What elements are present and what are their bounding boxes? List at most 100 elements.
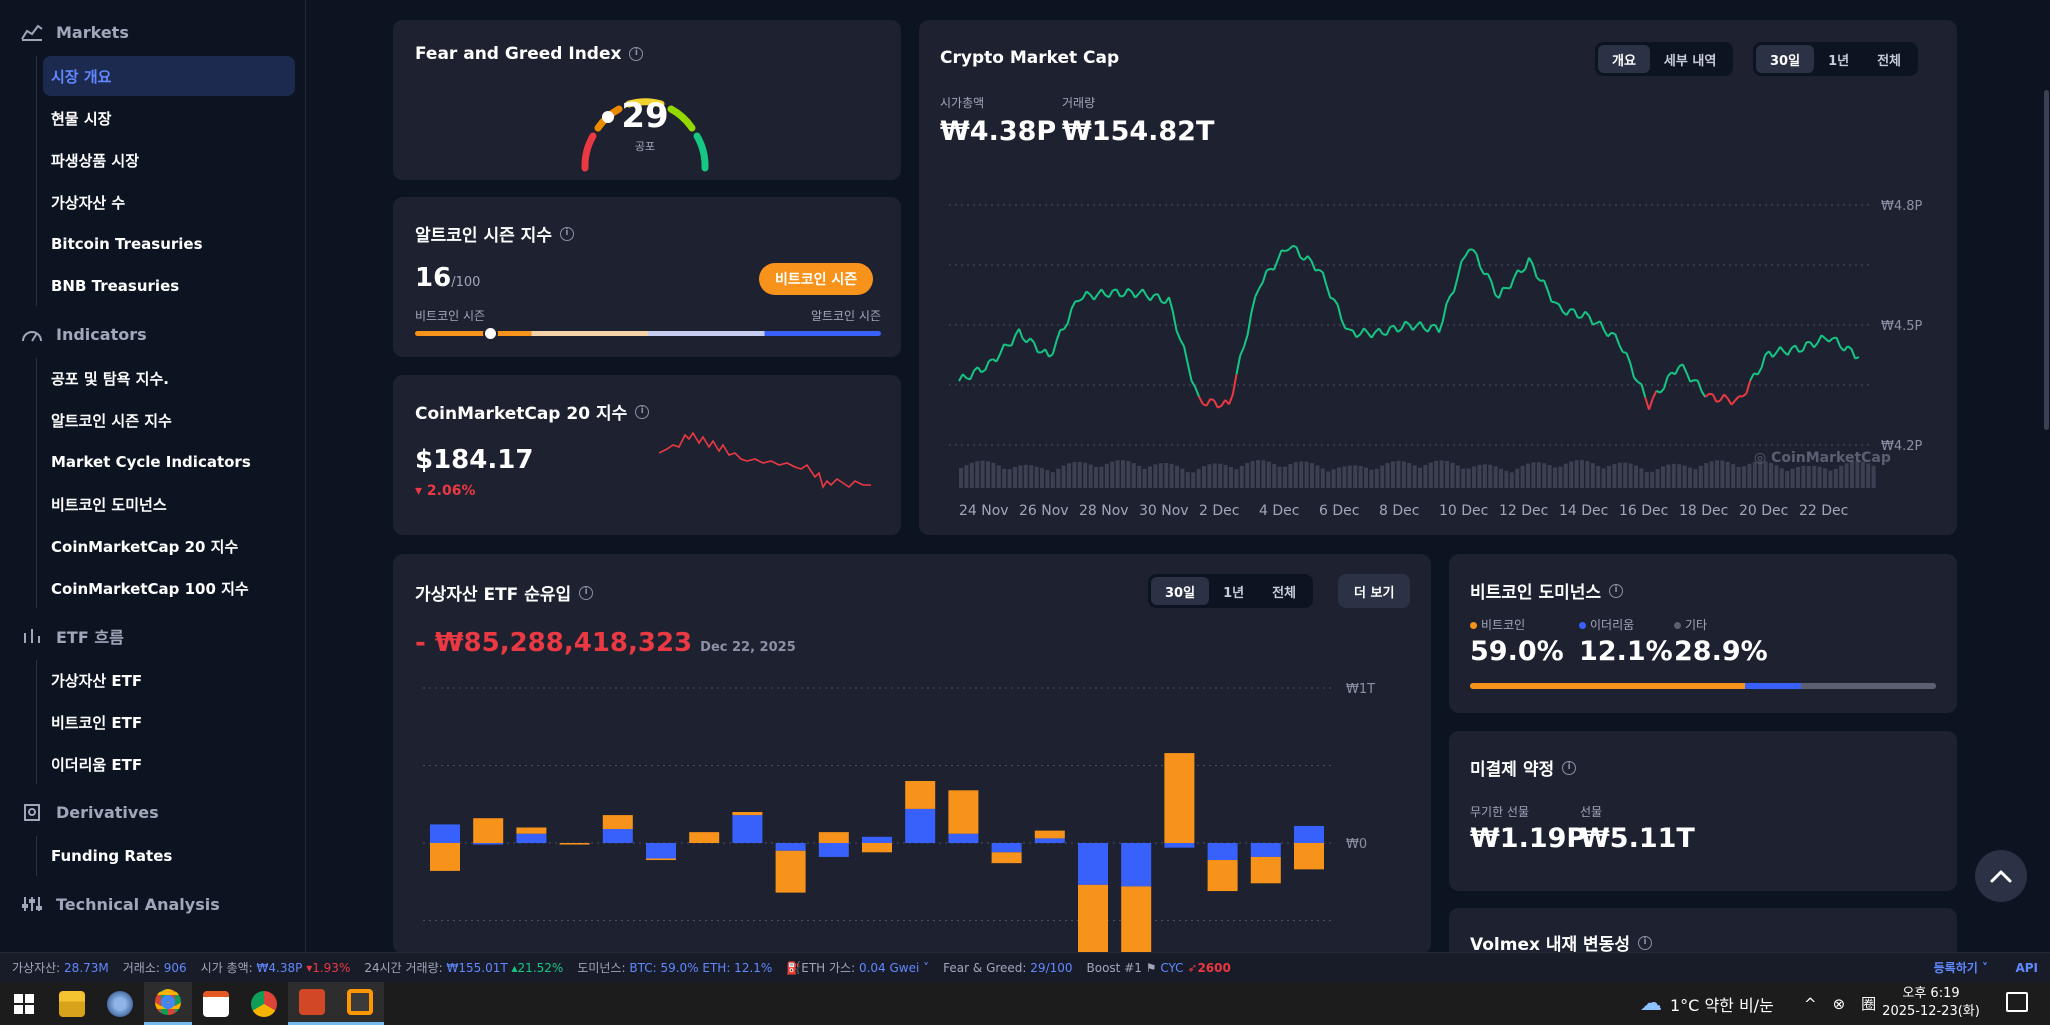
- sidebar-item-0-2[interactable]: 파생상품 시장: [51, 151, 140, 170]
- ticker-gas[interactable]: ⛽ETH 가스: 0.04 Gwei ˅: [786, 961, 930, 975]
- sidebar-item-1-0[interactable]: 공포 및 탐욕 지수.: [51, 369, 169, 388]
- sidebar-section-4[interactable]: Technical Analysis: [0, 882, 305, 926]
- bar-chart-icon: [20, 21, 44, 43]
- sidebar-item-0-1[interactable]: 현물 시장: [51, 109, 112, 128]
- volume-bar: [1304, 461, 1309, 488]
- market-cap-line-segment: [1760, 354, 1767, 369]
- info-icon[interactable]: i: [1609, 583, 1624, 598]
- chevron-up-icon[interactable]: ^: [1804, 994, 1817, 1013]
- tab-1y[interactable]: 1년: [1828, 53, 1850, 69]
- ticker-boost[interactable]: Boost #1 ⚑ CYC ➶2600: [1086, 960, 1231, 975]
- ticker-exchanges[interactable]: 거래소: 906: [122, 961, 187, 975]
- sidebar-item-1-4[interactable]: CoinMarketCap 20 지수: [51, 537, 239, 556]
- register-link[interactable]: 등록하기 ˅: [1933, 961, 1988, 975]
- info-icon[interactable]: i: [629, 47, 644, 61]
- etf-bar: [1164, 753, 1195, 843]
- sidebar-item-0-4[interactable]: Bitcoin Treasuries: [51, 235, 203, 253]
- ticker-volume[interactable]: 24시간 거래량: ₩155.01T ▴21.52%: [364, 961, 564, 975]
- info-icon[interactable]: i: [579, 585, 594, 600]
- ticker-dominance[interactable]: 도미넌스: BTC: 59.0% ETH: 12.1%: [577, 961, 773, 975]
- volume-bar: [1547, 465, 1552, 488]
- info-icon[interactable]: i: [1562, 760, 1577, 775]
- sidebar-item-2-0[interactable]: 가상자산 ETF: [51, 671, 143, 690]
- market-cap-line-segment: [1284, 248, 1290, 253]
- sidebar-section-3[interactable]: Derivatives: [0, 790, 305, 834]
- weather-widget[interactable]: ☁ 1°C 약한 비/눈: [1640, 991, 1774, 1016]
- sidebar-item-2-2[interactable]: 이더리움 ETF: [51, 755, 143, 774]
- volume-bar: [1698, 465, 1703, 488]
- chrome-icon: [155, 989, 181, 1015]
- ime-icon[interactable]: 圈: [1861, 995, 1877, 1013]
- taskbar-app-4[interactable]: [192, 982, 240, 1025]
- sidebar-item-1-3[interactable]: 비트코인 도미넌스: [51, 495, 167, 514]
- taskbar-chrome[interactable]: [240, 982, 288, 1025]
- ticker-assets[interactable]: 가상자산: 28.73M: [12, 961, 109, 975]
- tab-all[interactable]: 전체: [1877, 53, 1901, 69]
- market-cap-line-segment: [1213, 399, 1219, 409]
- volume-bar: [1860, 461, 1865, 488]
- sidebar-section-1[interactable]: Indicators: [0, 312, 305, 356]
- notification-icon[interactable]: [2006, 992, 2028, 1012]
- api-link[interactable]: API: [2015, 960, 2038, 975]
- volume-bar: [1072, 461, 1077, 488]
- volume-bar: [1337, 467, 1341, 488]
- tab-all[interactable]: 전체: [1272, 585, 1296, 601]
- volume-bar: [1558, 466, 1563, 488]
- taskbar-chrome-active[interactable]: [144, 982, 192, 1025]
- sidebar-item-0-5[interactable]: BNB Treasuries: [51, 277, 180, 295]
- market-cap-line-segment: [1315, 268, 1320, 272]
- market-cap-line-segment: [1573, 309, 1579, 319]
- sidebar-item-0-0[interactable]: 시장 개요: [43, 56, 295, 96]
- volume-bar: [1774, 465, 1779, 488]
- volume-bar: [1094, 467, 1098, 488]
- tab-breakdown[interactable]: 세부 내역: [1663, 53, 1717, 69]
- y-tick-label: ₩1T: [1346, 682, 1375, 697]
- scroll-top-button[interactable]: [1975, 850, 2027, 902]
- sidebar-item-3-0[interactable]: Funding Rates: [51, 847, 173, 865]
- tab-30d[interactable]: 30일: [1756, 45, 1815, 73]
- sidebar-item-2-1[interactable]: 비트코인 ETF: [51, 713, 143, 732]
- tab-30d[interactable]: 30일: [1151, 577, 1210, 605]
- volume-bar: [1261, 460, 1266, 488]
- taskbar-powerpoint[interactable]: [288, 982, 336, 1025]
- ticker-fear-greed[interactable]: Fear & Greed: 29/100: [943, 960, 1073, 975]
- sidebar-section-2[interactable]: ETF 흐름: [0, 614, 305, 658]
- altcoin-indicator: [482, 326, 498, 341]
- sidebar-item-1-1[interactable]: 알트코인 시즌 지수: [51, 411, 172, 430]
- sidebar-item-0-3[interactable]: 가상자산 수: [51, 193, 126, 212]
- tab-1y[interactable]: 1년: [1223, 585, 1245, 601]
- market-cap-line-segment: [1622, 351, 1627, 354]
- market-cap-line-segment: [1453, 276, 1459, 292]
- ticker-market-cap[interactable]: 시가 총액: ₩4.38P ▾1.93%: [200, 961, 351, 975]
- volume-bar: [986, 461, 990, 488]
- taskbar-app-2[interactable]: [96, 982, 144, 1025]
- info-icon[interactable]: i: [635, 404, 650, 419]
- market-cap-line-segment: [1123, 288, 1129, 297]
- see-more-button[interactable]: 더 보기: [1338, 574, 1411, 608]
- page-scrollbar[interactable]: [2044, 90, 2049, 430]
- clock[interactable]: 오후 6:19 2025-12-23(화): [1876, 985, 1986, 1021]
- etf-bar: [602, 829, 633, 843]
- volume-bar: [1839, 465, 1844, 488]
- taskbar-file-explorer[interactable]: [48, 982, 96, 1025]
- start-button[interactable]: [0, 982, 48, 1025]
- sidebar-item-1-2[interactable]: Market Cycle Indicators: [51, 453, 251, 471]
- close-circle-icon[interactable]: ⊗: [1832, 994, 1846, 1013]
- taskbar-sublime[interactable]: [336, 982, 384, 1025]
- market-cap-line-segment: [1205, 398, 1212, 407]
- sidebar-item-1-5[interactable]: CoinMarketCap 100 지수: [51, 579, 249, 598]
- etf-bar: [948, 790, 979, 834]
- sidebar-section-0[interactable]: Markets: [0, 10, 305, 54]
- etf-bar: [818, 843, 849, 857]
- volume-bar: [1693, 469, 1698, 488]
- market-cap-line-segment: [1580, 311, 1587, 319]
- info-icon[interactable]: i: [559, 226, 574, 241]
- info-icon[interactable]: i: [1637, 935, 1652, 950]
- sidebar-section-title: Technical Analysis: [56, 894, 220, 914]
- volume-bar: [991, 462, 996, 488]
- tab-overview[interactable]: 개요: [1598, 45, 1650, 73]
- market-cap-line-segment: [1445, 295, 1452, 305]
- powerpoint-icon: [299, 989, 325, 1015]
- market-cap-line-segment: [1633, 376, 1639, 383]
